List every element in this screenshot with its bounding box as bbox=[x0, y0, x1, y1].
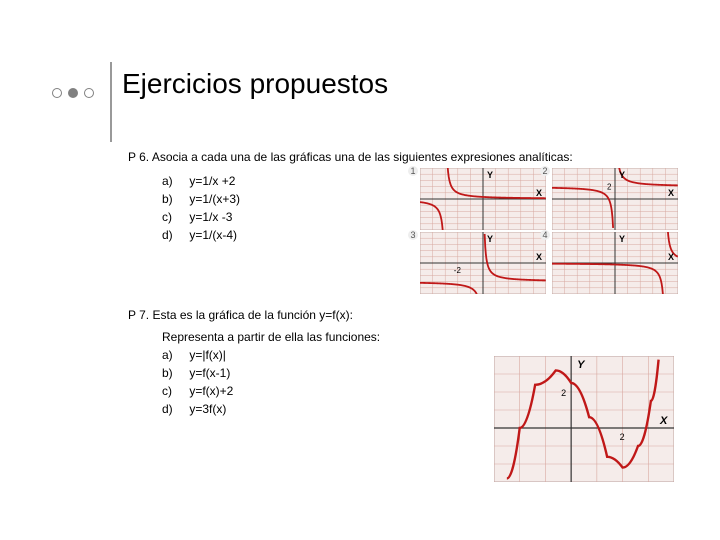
option-letter: d) bbox=[162, 400, 186, 418]
option-letter: b) bbox=[162, 190, 186, 208]
svg-text:X: X bbox=[536, 252, 542, 262]
chart-tag: 3 bbox=[408, 230, 418, 240]
dot-open-1 bbox=[52, 88, 62, 98]
chart-3: 3 YX-2 bbox=[420, 232, 546, 294]
option-expr: y=|f(x)| bbox=[189, 348, 226, 362]
option-expr: y=f(x)+2 bbox=[189, 384, 233, 398]
option-letter: a) bbox=[162, 172, 186, 190]
page-title: Ejercicios propuestos bbox=[122, 68, 388, 100]
svg-text:X: X bbox=[668, 252, 674, 262]
svg-text:X: X bbox=[668, 188, 674, 198]
svg-text:2: 2 bbox=[607, 183, 612, 192]
svg-text:X: X bbox=[659, 415, 668, 427]
option-expr: y=1/x +2 bbox=[189, 174, 235, 188]
svg-text:-2: -2 bbox=[454, 266, 462, 275]
chart-2: 2 YX2 bbox=[552, 168, 678, 230]
option-expr: y=1/(x-4) bbox=[189, 228, 237, 242]
problem-7-chart: YX22 bbox=[494, 356, 674, 482]
dot-open-2 bbox=[84, 88, 94, 98]
option-letter: c) bbox=[162, 208, 186, 226]
problem-7-label: P 7. bbox=[128, 308, 149, 322]
svg-text:Y: Y bbox=[487, 234, 493, 244]
svg-text:2: 2 bbox=[561, 388, 566, 398]
problem-7-subtext: Representa a partir de ella las funcione… bbox=[162, 330, 688, 344]
option-expr: y=3f(x) bbox=[189, 402, 226, 416]
problem-7-text: Esta es la gráfica de la función y=f(x): bbox=[152, 308, 352, 322]
svg-text:Y: Y bbox=[619, 234, 625, 244]
option-expr: y=1/x -3 bbox=[189, 210, 232, 224]
problem-6-label: P 6. bbox=[128, 150, 149, 164]
option-expr: y=1/(x+3) bbox=[189, 192, 240, 206]
option-expr: y=f(x-1) bbox=[189, 366, 230, 380]
decor-dots bbox=[52, 88, 94, 98]
problem-6-text: Asocia a cada una de las gráficas una de… bbox=[152, 150, 573, 164]
dot-fill bbox=[68, 88, 78, 98]
decor-vertical-bar bbox=[110, 62, 112, 142]
option-letter: d) bbox=[162, 226, 186, 244]
svg-text:X: X bbox=[536, 188, 542, 198]
chart-tag: 2 bbox=[540, 166, 550, 176]
chart-4: 4 YX bbox=[552, 232, 678, 294]
chart-tag: 1 bbox=[408, 166, 418, 176]
option-letter: a) bbox=[162, 346, 186, 364]
option-letter: b) bbox=[162, 364, 186, 382]
svg-text:2: 2 bbox=[620, 432, 625, 442]
svg-text:Y: Y bbox=[487, 170, 493, 180]
svg-text:Y: Y bbox=[619, 170, 625, 180]
problem-6-chart-grid: 1 YX 2 YX2 3 YX-2 4 YX bbox=[420, 168, 678, 294]
option-letter: c) bbox=[162, 382, 186, 400]
chart-tag: 4 bbox=[540, 230, 550, 240]
chart-1: 1 YX bbox=[420, 168, 546, 230]
